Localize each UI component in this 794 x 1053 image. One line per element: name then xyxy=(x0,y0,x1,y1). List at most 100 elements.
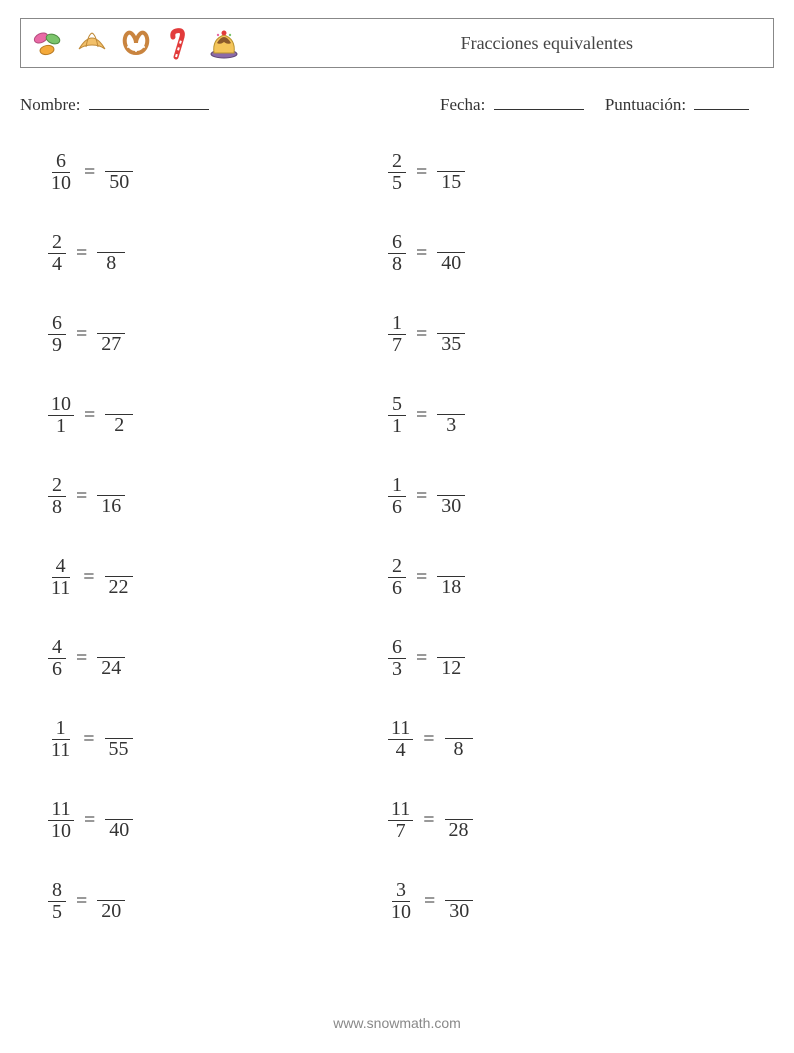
equals-sign: = xyxy=(416,242,427,265)
equals-sign: = xyxy=(83,566,94,589)
answer-numerator-blank[interactable] xyxy=(105,720,133,739)
denominator: 7 xyxy=(388,335,406,356)
equals-sign: = xyxy=(423,809,434,832)
name-blank[interactable] xyxy=(89,92,209,110)
equals-sign: = xyxy=(424,890,435,913)
answer-numerator-blank[interactable] xyxy=(97,882,125,901)
answer-fraction: 20 xyxy=(97,882,125,922)
numerator: 4 xyxy=(52,556,70,578)
given-fraction: 310 xyxy=(388,880,414,923)
problem-cell: 51=3 xyxy=(388,394,774,437)
denominator: 11 xyxy=(48,740,73,761)
answer-numerator-blank[interactable] xyxy=(97,234,125,253)
answer-numerator-blank[interactable] xyxy=(105,801,133,820)
answer-numerator-blank[interactable] xyxy=(437,396,465,415)
denominator: 18 xyxy=(438,577,464,598)
problem-row: 101=251=3 xyxy=(48,394,774,437)
croissant-icon xyxy=(73,24,111,62)
answer-fraction: 8 xyxy=(445,720,473,760)
denominator: 5 xyxy=(48,902,66,923)
equals-sign: = xyxy=(416,404,427,427)
denominator: 2 xyxy=(110,415,128,436)
problem-cell: 610=50 xyxy=(48,151,388,194)
answer-fraction: 28 xyxy=(445,801,473,841)
numerator: 11 xyxy=(388,799,413,821)
equals-sign: = xyxy=(416,566,427,589)
denominator: 10 xyxy=(388,902,414,923)
answer-numerator-blank[interactable] xyxy=(105,558,133,577)
problem-row: 111=55114=8 xyxy=(48,718,774,761)
denominator: 20 xyxy=(98,901,124,922)
denominator: 22 xyxy=(106,577,132,598)
denominator: 11 xyxy=(48,578,73,599)
answer-numerator-blank[interactable] xyxy=(437,477,465,496)
answer-numerator-blank[interactable] xyxy=(437,639,465,658)
problem-row: 85 = 20 310 = 30 xyxy=(48,880,774,923)
denominator: 30 xyxy=(438,496,464,517)
answer-fraction: 16 xyxy=(97,477,125,517)
denominator: 35 xyxy=(438,334,464,355)
score-blank[interactable] xyxy=(694,92,749,110)
numerator: 1 xyxy=(388,475,406,497)
problem-cell: 85 = 20 xyxy=(48,880,388,923)
answer-numerator-blank[interactable] xyxy=(105,396,133,415)
given-fraction: 117 xyxy=(388,799,413,842)
denominator: 28 xyxy=(446,820,472,841)
answer-numerator-blank[interactable] xyxy=(437,153,465,172)
problem-cell: 68=40 xyxy=(388,232,774,275)
problem-row: 46=2463=12 xyxy=(48,637,774,680)
denominator: 8 xyxy=(388,254,406,275)
answer-numerator-blank[interactable] xyxy=(445,801,473,820)
pudding-icon xyxy=(205,24,243,62)
problem-cell: 117 = 28 xyxy=(388,799,774,842)
answer-numerator-blank[interactable] xyxy=(97,315,125,334)
fraction-equation: 17=35 xyxy=(388,313,774,356)
denominator: 10 xyxy=(48,821,74,842)
pretzel-icon xyxy=(117,24,155,62)
problem-cell: 24=8 xyxy=(48,232,388,275)
numerator: 6 xyxy=(52,151,70,173)
answer-numerator-blank[interactable] xyxy=(437,234,465,253)
fraction-equation: 69=27 xyxy=(48,313,388,356)
answer-numerator-blank[interactable] xyxy=(437,558,465,577)
answer-numerator-blank[interactable] xyxy=(105,153,133,172)
problem-cell: 1110=40 xyxy=(48,799,388,842)
problem-row: 24=868=40 xyxy=(48,232,774,275)
answer-fraction: 15 xyxy=(437,153,465,193)
denominator: 40 xyxy=(106,820,132,841)
answer-fraction: 8 xyxy=(97,234,125,274)
footer-text: www.snowmath.com xyxy=(0,1015,794,1031)
problem-row: 69=2717=35 xyxy=(48,313,774,356)
numerator: 2 xyxy=(48,232,66,254)
info-row: Nombre: Fecha: Puntuación: xyxy=(20,92,774,115)
numerator: 6 xyxy=(48,313,66,335)
date-blank[interactable] xyxy=(494,92,584,110)
worksheet-header: Fracciones equivalentes xyxy=(20,18,774,68)
answer-numerator-blank[interactable] xyxy=(445,882,473,901)
numerator: 6 xyxy=(388,637,406,659)
denominator: 30 xyxy=(446,901,472,922)
given-fraction: 85 xyxy=(48,880,66,923)
problem-cell: 310 = 30 xyxy=(388,880,774,923)
given-fraction: 610 xyxy=(48,151,74,194)
equals-sign: = xyxy=(76,890,87,913)
answer-numerator-blank[interactable] xyxy=(97,477,125,496)
equals-sign: = xyxy=(76,485,87,508)
denominator: 12 xyxy=(438,658,464,679)
answer-fraction: 30 xyxy=(445,882,473,922)
answer-numerator-blank[interactable] xyxy=(97,639,125,658)
numerator: 11 xyxy=(388,718,413,740)
equals-sign: = xyxy=(423,728,434,751)
problem-cell: 26=18 xyxy=(388,556,774,599)
numerator: 3 xyxy=(392,880,410,902)
fraction-equation: 310 = 30 xyxy=(388,880,774,923)
answer-fraction: 40 xyxy=(105,801,133,841)
equals-sign: = xyxy=(416,647,427,670)
given-fraction: 28 xyxy=(48,475,66,518)
denominator: 6 xyxy=(48,659,66,680)
problem-cell: 46=24 xyxy=(48,637,388,680)
equals-sign: = xyxy=(76,647,87,670)
answer-numerator-blank[interactable] xyxy=(437,315,465,334)
answer-numerator-blank[interactable] xyxy=(445,720,473,739)
answer-fraction: 2 xyxy=(105,396,133,436)
